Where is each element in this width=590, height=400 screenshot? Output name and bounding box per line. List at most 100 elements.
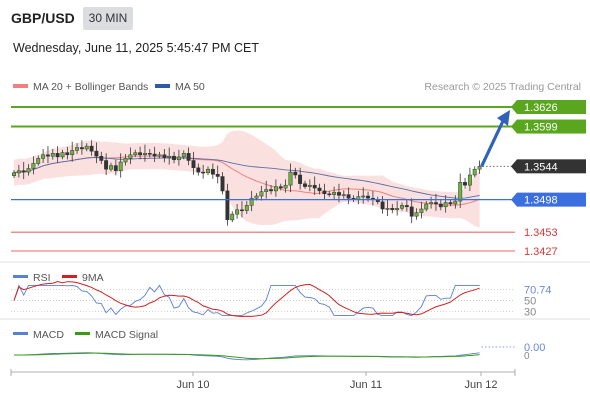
- candle: [414, 208, 419, 220]
- candle-body: [162, 154, 167, 158]
- candle: [152, 146, 157, 162]
- rsi-legend-swatch: [13, 275, 28, 278]
- candle-body: [458, 182, 463, 202]
- candle-body: [152, 153, 157, 157]
- level-tag: [517, 192, 586, 207]
- candle: [215, 165, 220, 184]
- candle-body: [172, 155, 176, 161]
- candle-body: [186, 153, 191, 161]
- candle-body: [298, 174, 303, 184]
- candle-body: [273, 186, 278, 192]
- candle-body: [60, 152, 65, 158]
- candle: [235, 203, 240, 219]
- candle-body: [21, 170, 26, 173]
- candle-body: [327, 193, 332, 196]
- candle: [448, 199, 453, 207]
- candle: [128, 147, 133, 165]
- candle: [162, 148, 167, 163]
- chart-header: GBP/USD 30 MIN Wednesday, June 11, 2025 …: [0, 0, 590, 70]
- candle-body: [113, 165, 118, 171]
- level-tag-arrow: [511, 100, 517, 114]
- candle: [16, 164, 21, 178]
- candle-body: [196, 167, 201, 173]
- price-levels: 1.3626 1.3599 1.3544 1.3498 1.3453 1.3427: [11, 100, 586, 258]
- candle-body: [429, 202, 434, 205]
- candle: [361, 187, 366, 204]
- candle: [21, 161, 26, 180]
- candle: [172, 151, 176, 164]
- candle-body: [225, 190, 230, 221]
- rsi-level-label: 50: [524, 296, 536, 308]
- candle: [133, 149, 138, 158]
- candle: [225, 183, 230, 226]
- candle: [36, 155, 41, 166]
- candle: [109, 162, 113, 172]
- candle: [278, 183, 283, 191]
- macd-panel: 0.000: [13, 342, 545, 362]
- level-label: 1.3453: [524, 227, 558, 239]
- candle-body: [128, 154, 133, 159]
- rsi-level-label: 30: [524, 306, 536, 318]
- ma50-line: [13, 157, 480, 199]
- candle: [186, 147, 191, 166]
- candle-body: [94, 150, 99, 157]
- candle-body: [99, 155, 104, 161]
- level-tag: [517, 159, 586, 174]
- candle: [307, 179, 312, 192]
- candle-body: [147, 153, 152, 155]
- candle: [293, 167, 298, 179]
- candle-body: [249, 197, 254, 206]
- candle: [181, 150, 186, 160]
- candle-body: [443, 202, 448, 208]
- level-tag: [517, 119, 586, 134]
- candle: [429, 196, 434, 209]
- candle-body: [283, 184, 288, 189]
- candle-body: [438, 203, 443, 208]
- candle: [138, 146, 143, 160]
- candle-body: [278, 186, 283, 189]
- candle: [60, 149, 65, 160]
- macd-legend-swatch: [13, 332, 28, 335]
- price-level-support: 1.3453: [11, 227, 558, 239]
- rsi-ma-legend-swatch: [62, 275, 77, 278]
- candle-body: [259, 191, 264, 197]
- candle-body: [254, 195, 259, 199]
- candle: [220, 172, 225, 195]
- candle-body: [312, 184, 317, 189]
- candle-body: [26, 168, 31, 173]
- candle: [113, 159, 118, 176]
- candle-body: [220, 176, 225, 192]
- candle: [157, 151, 162, 159]
- candle-body: [390, 208, 395, 210]
- price-level-resistance: 1.3599: [11, 119, 586, 134]
- candle: [346, 187, 351, 204]
- macd-zero-label: 0: [524, 351, 530, 362]
- candle-body: [395, 208, 400, 210]
- candle-body: [89, 145, 94, 152]
- candle-body: [104, 160, 109, 170]
- candle: [249, 190, 254, 212]
- candle-body: [191, 160, 196, 168]
- moving-averages: [13, 155, 480, 206]
- candle-body: [143, 153, 147, 155]
- candle-body: [31, 163, 36, 169]
- candle: [45, 146, 50, 164]
- level-label: 1.3427: [524, 246, 558, 258]
- candle: [50, 148, 55, 160]
- candle: [244, 201, 249, 214]
- candle: [147, 148, 152, 158]
- rsi-legend-label: RSI: [33, 272, 51, 284]
- candle-body: [414, 212, 419, 217]
- candle-body: [424, 203, 429, 210]
- candle-body: [366, 195, 370, 199]
- ma50-legend-swatch: [155, 84, 170, 88]
- candle: [419, 201, 424, 219]
- timeframe-badge[interactable]: 30 MIN: [83, 7, 133, 30]
- candle-body: [157, 154, 162, 157]
- candle-body: [206, 168, 210, 174]
- candle: [55, 146, 60, 163]
- candle-body: [240, 209, 244, 212]
- candle-body: [467, 174, 472, 186]
- candle-body: [84, 145, 89, 150]
- candle: [395, 201, 400, 216]
